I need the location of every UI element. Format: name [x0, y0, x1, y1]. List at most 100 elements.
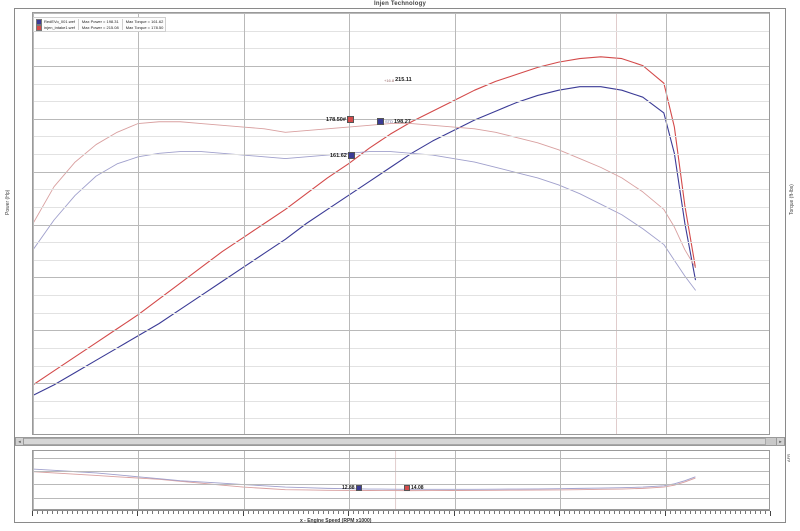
gridline-horizontal — [33, 118, 769, 120]
afr-gridline-horizontal — [33, 457, 769, 459]
ruler-tick-minor — [323, 511, 325, 514]
ruler-tick-minor — [117, 511, 119, 514]
legend[interactable]: RedEVo_001.wef injen_intake1.wef Max Pow… — [33, 17, 167, 32]
afr-plot-area[interactable]: 1816141210 — [32, 450, 770, 510]
curve-torque — [33, 152, 695, 291]
ruler-tick-minor — [363, 511, 365, 514]
ruler-tick-minor — [458, 511, 460, 514]
legend-power-column: Max Power = 198.31 Max Power = 215.08 — [77, 19, 119, 30]
ruler-tick-minor — [629, 511, 631, 514]
horizontal-scrollbar-thumb[interactable] — [18, 438, 766, 445]
ruler-tick-minor — [539, 511, 541, 514]
ruler-tick-minor — [358, 511, 360, 514]
data-label-hp-gain-value: 215.11 — [395, 77, 412, 83]
gridline-horizontal-minor — [33, 347, 769, 349]
gridline-horizontal-minor — [33, 365, 769, 367]
data-label-hp-base-tag: STD — [385, 119, 393, 124]
ruler-tick-minor — [167, 511, 169, 514]
ruler-tick-minor — [529, 511, 531, 514]
legend-metric: Max Power = 198.31 — [82, 19, 119, 24]
x-axis-title: x - Engine Speed (RPM x1000) — [300, 518, 372, 524]
bottom-ruler — [32, 510, 771, 516]
ruler-tick-minor — [518, 511, 520, 514]
ruler-tick-minor — [473, 511, 475, 514]
left-axis-title: Power (Hp) — [5, 189, 11, 215]
ruler-tick-minor — [719, 511, 721, 514]
ruler-tick-minor — [52, 511, 54, 514]
afr-label-b-value: 14.08 — [411, 485, 424, 491]
ruler-tick-minor — [212, 511, 214, 514]
gridline-horizontal-minor — [33, 136, 769, 138]
ruler-tick-minor — [614, 511, 616, 514]
ruler-tick-minor — [739, 511, 741, 514]
ruler-tick-minor — [197, 511, 199, 514]
ruler-tick-minor — [72, 511, 74, 514]
gridline-horizontal-minor — [33, 418, 769, 420]
ruler-tick-minor — [654, 511, 656, 514]
gridline-horizontal — [33, 330, 769, 332]
legend-item[interactable]: injen_intake1.wef — [36, 24, 75, 31]
right-axis-title: Torque (ft-lbs) — [789, 184, 795, 215]
ruler-tick-minor — [604, 511, 606, 514]
ruler-tick-minor — [368, 511, 370, 514]
ruler-tick-minor — [609, 511, 611, 514]
legend-label-series-1: injen_intake1.wef — [44, 25, 75, 30]
gridline-horizontal-minor — [33, 312, 769, 314]
gridline-horizontal-minor — [33, 30, 769, 32]
ruler-tick-minor — [443, 511, 445, 514]
gridline-horizontal-minor — [33, 154, 769, 155]
ruler-tick-minor — [328, 511, 330, 514]
ruler-tick-minor — [759, 511, 761, 514]
ruler-tick-minor — [699, 511, 701, 514]
ruler-tick-minor — [574, 511, 576, 514]
afr-gridline-vertical — [33, 451, 34, 509]
afr-axis-title: AFR — [786, 454, 791, 462]
ruler-tick-minor — [278, 511, 279, 514]
ruler-tick-major — [348, 511, 350, 516]
afr-marker-a — [355, 485, 362, 491]
ruler-tick-minor — [393, 511, 395, 514]
ruler-tick-minor — [97, 511, 99, 514]
ruler-tick-minor — [524, 511, 525, 514]
ruler-tick-minor — [534, 511, 536, 514]
legend-metric: Max Torque = 161.62 — [126, 19, 164, 24]
ruler-tick-minor — [298, 511, 300, 514]
afr-gridline-vertical — [560, 451, 562, 509]
curve-afr — [33, 472, 695, 491]
ruler-tick-minor — [262, 511, 264, 514]
gridline-horizontal-minor — [33, 189, 769, 191]
ruler-tick-minor — [308, 511, 310, 514]
main-plot-area[interactable]: 0030306060909012012015015018018021021024… — [32, 12, 770, 435]
ruler-tick-minor — [674, 511, 676, 514]
ruler-tick-minor — [684, 511, 686, 514]
afr-gridline-vertical — [665, 451, 667, 509]
legend-item[interactable]: RedEVo_001.wef — [36, 18, 75, 25]
data-label-hp-base-value: 198.27 — [394, 118, 411, 125]
ruler-tick-minor — [107, 511, 109, 514]
ruler-tick-minor — [749, 511, 751, 514]
legend-torque-column: Max Torque = 161.62 Max Torque = 178.50 — [121, 19, 164, 30]
ruler-tick-minor — [47, 511, 49, 514]
gridline-horizontal-minor — [33, 259, 769, 261]
ruler-tick-minor — [162, 511, 164, 514]
ruler-tick-major — [559, 511, 561, 516]
ruler-tick-minor — [383, 511, 385, 514]
legend-max-power-0: Max Power = 198.31 — [81, 19, 119, 24]
ruler-tick-minor — [122, 511, 124, 514]
ruler-tick-minor — [152, 511, 154, 514]
data-label-hp-base: STD 198.27 — [377, 118, 411, 125]
ruler-tick-minor — [579, 511, 581, 514]
legend-swatch-series-1 — [36, 24, 42, 31]
ruler-tick-minor — [468, 511, 470, 514]
ruler-tick-minor — [498, 511, 500, 514]
legend-max-torque-1: Max Torque = 178.50 — [125, 25, 164, 30]
scrollbar-right-arrow[interactable]: ► — [776, 437, 785, 446]
legend-label-series-0: RedEVo_001.wef — [44, 19, 75, 24]
data-label-hp-gain-tag: +16.8 — [384, 77, 395, 83]
ruler-tick-minor — [177, 511, 179, 514]
ruler-tick-minor — [513, 511, 515, 514]
ruler-tick-minor — [77, 511, 79, 514]
gridline-horizontal-minor — [33, 48, 769, 50]
scrollbar-left-arrow[interactable]: ◄ — [15, 437, 24, 446]
